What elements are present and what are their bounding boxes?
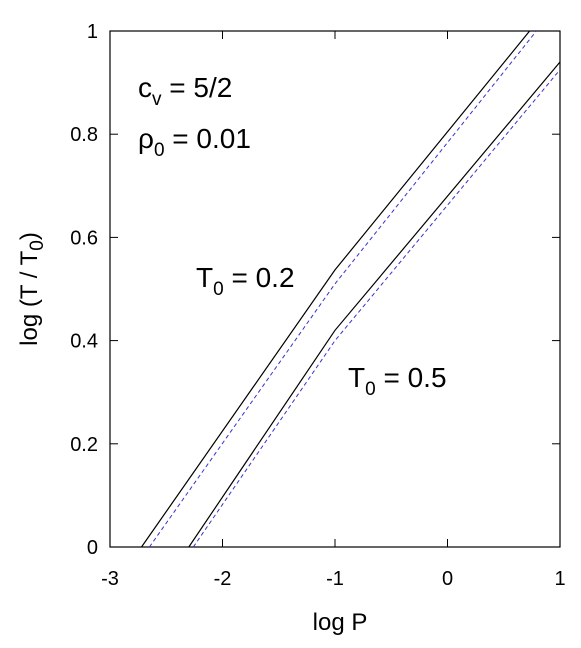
y-tick-label: 0.4 [70, 331, 98, 353]
plot-frame [109, 30, 561, 548]
series-line-2-dashed [148, 30, 537, 548]
series-line-3-solid [188, 61, 561, 548]
x-tick-label: -3 [101, 568, 119, 590]
x-tick-label: -1 [326, 568, 344, 590]
x-tick-label: -2 [214, 568, 232, 590]
annotation-cv: cv = 5/2 [138, 72, 232, 110]
y-tick-label: 0 [87, 537, 98, 559]
annotation-rho: ρ0 = 0.01 [138, 123, 251, 161]
x-tick-labels: -3 -2 -1 0 1 [101, 568, 565, 590]
series-line-4-dashed [192, 69, 561, 548]
x-tick-label: 0 [442, 568, 453, 590]
axis-ticks [109, 30, 561, 548]
x-axis-label: log P [313, 609, 368, 636]
series-lines [141, 30, 561, 548]
y-tick-label: 1 [87, 21, 98, 43]
x-tick-label: 1 [554, 568, 565, 590]
y-tick-label: 0.6 [70, 227, 98, 249]
y-tick-labels: 0 0.2 0.4 0.6 0.8 1 [70, 21, 98, 559]
y-axis-label: log (T / T0) [16, 232, 48, 346]
annotation-t0-0.2: T0 = 0.2 [196, 262, 295, 300]
series-line-1-solid [141, 30, 531, 548]
y-tick-label: 0.2 [70, 434, 98, 456]
y-tick-label: 0.8 [70, 124, 98, 146]
annotation-t0-0.5: T0 = 0.5 [348, 362, 447, 400]
